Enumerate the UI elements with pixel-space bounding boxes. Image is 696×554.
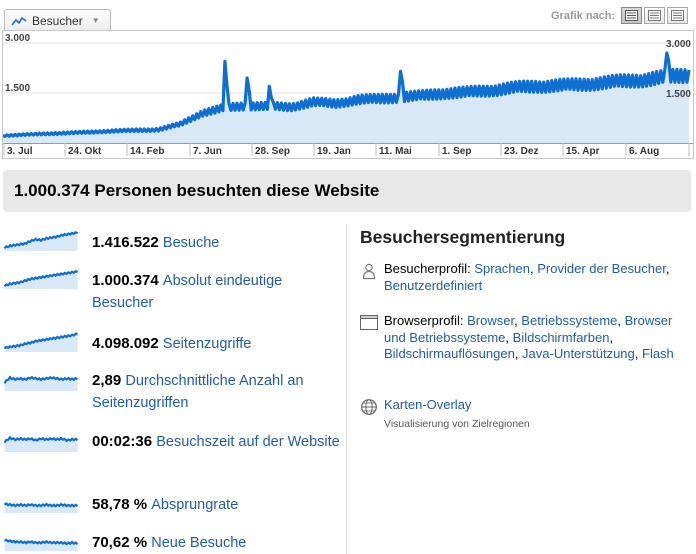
x-axis-band (2, 143, 694, 159)
stat-link[interactable]: Besuchszeit auf der Website (156, 434, 340, 450)
x-tick-label: 1. Sep (442, 146, 471, 157)
sparkline-line (4, 332, 78, 350)
stat-link[interactable]: Seitenzugriffe (162, 336, 252, 352)
chevron-down-icon: ▼ (91, 16, 100, 25)
segment-link[interactable]: Browser und Betriebssysteme (384, 313, 673, 345)
y-tick-label-left: 1.500 (5, 83, 30, 94)
sparkline (4, 230, 78, 251)
stat-value: 00:02:36 (92, 433, 153, 450)
graph-by-month-button[interactable] (667, 7, 688, 24)
stat-row: 1.416.522 Besuche (0, 230, 345, 278)
window-icon (360, 315, 378, 330)
stat-text: 2,89 Durchschnittliche Anzahl an Seitenz… (92, 370, 340, 414)
segment-link[interactable]: Java-Unterstützung (522, 346, 635, 361)
x-tick-label: 11. Mai (379, 146, 412, 157)
segment-link[interactable]: Betriebssysteme (521, 313, 618, 328)
stat-value: 70,62 % (92, 534, 148, 551)
stat-row: 2,89 Durchschnittliche Anzahl an Seitenz… (0, 370, 345, 418)
sparkline (4, 269, 78, 289)
x-tick-label: 14. Feb (130, 146, 164, 157)
y-tick-label-left: 3.000 (5, 33, 30, 44)
stat-row: 58,78 % Absprungrate (0, 492, 345, 540)
list-view-icon (625, 10, 638, 21)
segment-label: Besucherprofil: (384, 261, 471, 276)
area-fill (3, 53, 689, 143)
stat-text: 00:02:36 Besuchszeit auf der Website (92, 431, 340, 453)
sparkline (4, 332, 78, 352)
stat-text: 1.416.522 Besuche (92, 232, 340, 254)
column-divider (346, 224, 347, 554)
segment-link[interactable]: Browser (467, 313, 515, 328)
stat-text: 4.098.092 Seitenzugriffe (92, 333, 340, 355)
stat-value: 1.416.522 (92, 234, 159, 251)
stat-row: 4.098.092 Seitenzugriffe (0, 331, 345, 379)
stat-text: 58,78 % Absprungrate (92, 494, 340, 516)
segment-link[interactable]: Flash (642, 346, 674, 361)
segment-label: Browserprofil: (384, 313, 464, 328)
stat-text: 70,62 % Neue Besuche (92, 532, 340, 554)
segment-link[interactable]: Bildschirmfarben (512, 329, 610, 345)
sparkline-line (4, 502, 78, 508)
sparkline (4, 435, 78, 452)
stat-link[interactable]: Absprungrate (151, 497, 239, 513)
stat-link[interactable]: Besuche (162, 235, 220, 251)
stat-row: 00:02:36 Besuchszeit auf der Website (0, 431, 345, 479)
sparkline (4, 538, 78, 551)
stat-row: 70,62 % Neue Besuche (0, 530, 345, 554)
chart-frame (2, 30, 694, 159)
headline: 1.000.374 Personen besuchten diese Websi… (14, 181, 380, 200)
visitors-chart: 3.000 3.000 1.500 1.500 3. Jul 24. Okt 14. Feb… (2, 30, 694, 159)
sparkline-fill (4, 539, 78, 551)
sparkline-line (4, 375, 78, 384)
y-tick-label-right: 1.500 (666, 89, 691, 100)
graph-by-day-button[interactable] (621, 7, 642, 24)
globe-icon (361, 399, 377, 415)
series-line (2, 51, 691, 139)
stat-link[interactable]: Absolut eindeutige Besucher (92, 273, 283, 311)
headline-bar: 1.000.374 Personen besuchten diese Websi… (3, 170, 691, 212)
graph-by-label: Grafik nach: (551, 10, 616, 22)
stat-text: 1.000.374 Absolut eindeutige Besucher (92, 270, 340, 314)
x-tick-label: 23. Dez (504, 146, 538, 157)
stat-link[interactable]: Neue Besuche (151, 535, 247, 551)
stat-value: 1.000.374 (92, 272, 159, 289)
sparkline-line (4, 269, 78, 288)
segment-link[interactable]: Bildschirmauflösungen (384, 346, 515, 361)
segmentation-title: Besuchersegmentierung (360, 227, 566, 247)
sparkline-line (4, 538, 78, 546)
x-tick-label: 28. Sep (255, 146, 290, 157)
stat-value: 58,78 % (92, 496, 148, 513)
x-tick-label: 6. Aug (629, 146, 659, 157)
map-overlay-link[interactable]: Karten-Overlay (384, 397, 472, 412)
x-tick-label: 19. Jan (317, 146, 351, 157)
sparkline-line (4, 435, 78, 444)
x-tick-label: 15. Apr (566, 146, 600, 157)
stat-value: 4.098.092 (92, 335, 159, 352)
list-view-icon (671, 10, 684, 21)
segment-link[interactable]: Sprachen (474, 261, 530, 276)
segment-link[interactable]: Benutzerdefiniert (384, 277, 483, 293)
x-tick-label: 24. Okt (68, 146, 102, 157)
line-chart-icon (11, 16, 27, 25)
graph-by-week-button[interactable] (644, 7, 665, 24)
metric-dropdown[interactable]: Besucher ▼ (4, 9, 111, 31)
sparkline (4, 502, 78, 513)
segment-link[interactable]: Provider der Besucher (537, 261, 666, 276)
metric-dropdown-label: Besucher (32, 13, 83, 28)
person-icon (362, 263, 376, 280)
stat-link[interactable]: Durchschnittliche Anzahl an Seitenzugrif… (92, 373, 304, 411)
x-tick-label: 7. Jun (193, 146, 222, 157)
list-view-icon (648, 10, 661, 21)
sparkline (4, 375, 78, 391)
stat-value: 2,89 (92, 372, 122, 389)
stat-row: 1.000.374 Absolut eindeutige Besucher (0, 268, 345, 316)
map-overlay-description: Visualisierung von Zielregionen (384, 417, 530, 430)
x-tick-label: 3. Jul (7, 146, 33, 157)
y-tick-label-right: 3.000 (666, 39, 691, 50)
sparkline-line (4, 230, 78, 250)
